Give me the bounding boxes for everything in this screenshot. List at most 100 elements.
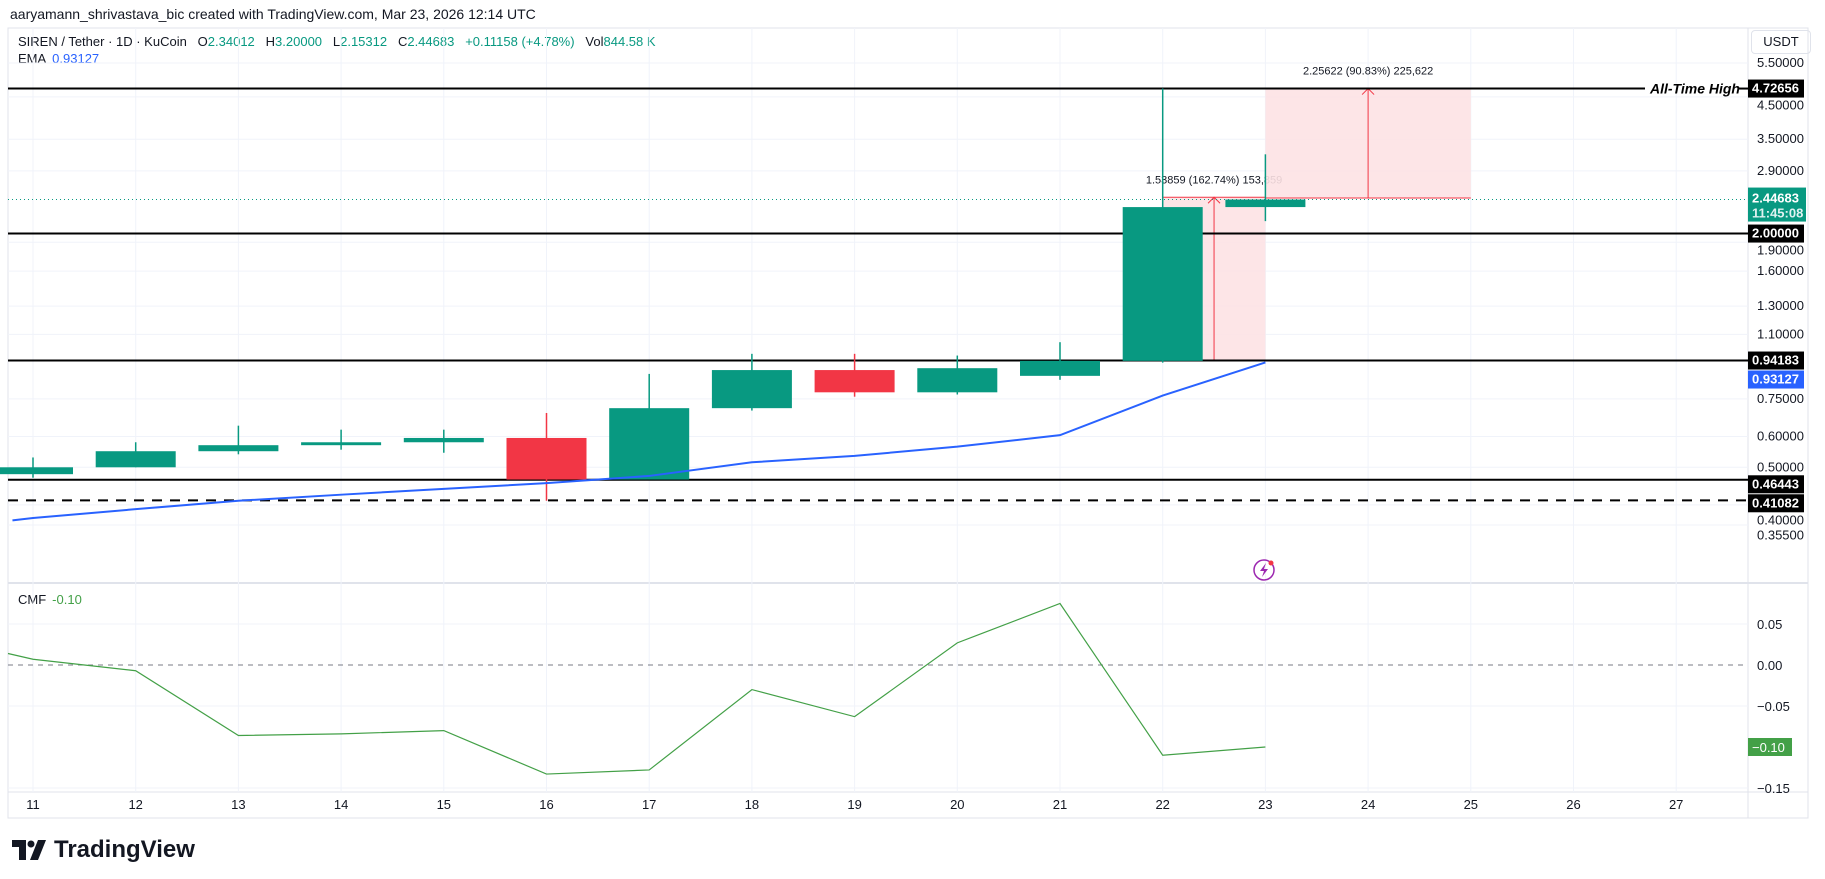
candle-body	[0, 467, 73, 475]
tradingview-logo[interactable]: TradingView	[12, 836, 195, 864]
candle-body	[609, 408, 690, 480]
x-tick-label: 16	[539, 797, 553, 812]
x-tick-label: 26	[1566, 797, 1580, 812]
y-tick-label: 1.30000	[1757, 298, 1804, 313]
attribution: aaryamann_shrivastava_bic created with T…	[10, 6, 536, 22]
y-tick-label: 0.60000	[1757, 429, 1804, 444]
y-tick-label: 1.60000	[1757, 263, 1804, 278]
ema-line	[12, 361, 1266, 522]
cmf-line	[7, 602, 1266, 775]
level-price-badge	[1748, 475, 1804, 494]
cmf-value-label: −0.10	[1752, 740, 1785, 755]
ema-price-label: 0.93127	[1752, 372, 1799, 387]
cmf-tick-label: 0.00	[1757, 658, 1782, 673]
cmf-value-badge	[1748, 738, 1792, 756]
candle-body	[506, 437, 587, 480]
x-tick-label: 27	[1669, 797, 1683, 812]
x-tick-label: 12	[128, 797, 142, 812]
level-price-label: 0.41082	[1752, 495, 1799, 510]
tradingview-logo-icon	[12, 840, 46, 860]
x-tick-label: 25	[1464, 797, 1478, 812]
open-value: 2.34012	[207, 34, 255, 49]
level-price-label: 4.72656	[1752, 81, 1799, 96]
last-price-badge	[1748, 187, 1806, 222]
change-value: +0.11158 (+4.78%)	[465, 34, 575, 49]
cmf-tick-label: −0.05	[1757, 699, 1790, 714]
y-tick-label: 1.10000	[1757, 326, 1804, 341]
candle-body	[917, 368, 998, 393]
x-tick-label: 24	[1361, 797, 1375, 812]
ema-value: 0.93127	[52, 51, 100, 66]
ema-price-badge	[1748, 370, 1804, 389]
cmf-legend[interactable]: CMF -0.10	[18, 592, 82, 607]
symbol-name[interactable]: SIREN / Tether · 1D · KuCoin	[18, 34, 187, 49]
chart-frame	[7, 27, 1809, 819]
symbol-legend: SIREN / Tether · 1D · KuCoin O2.34012 H3…	[18, 34, 656, 49]
measure-label: 1.53859 (162.74%) 153,859	[1146, 174, 1282, 186]
level-price-label: 2.00000	[1752, 226, 1799, 241]
candle-body	[1020, 360, 1100, 376]
x-tick-label: 23	[1258, 797, 1272, 812]
level-price-badge	[1748, 494, 1804, 513]
level-price-badge	[1748, 79, 1804, 98]
candle-body	[95, 451, 176, 468]
high-label: H	[265, 34, 276, 49]
close-label: C	[397, 34, 408, 49]
y-tick-label: 3.50000	[1757, 131, 1804, 146]
ema-label: EMA	[18, 51, 47, 66]
x-tick-label: 20	[950, 797, 964, 812]
currency-unit-button[interactable]: USDT	[1751, 30, 1811, 54]
open-label: O	[197, 34, 208, 49]
candle-body	[198, 445, 279, 452]
low-label: L	[332, 34, 341, 49]
x-tick-label: 17	[642, 797, 656, 812]
lightning-bolt-icon	[1260, 563, 1268, 577]
y-tick-label: 0.40000	[1757, 512, 1804, 527]
y-tick-label: 4.50000	[1757, 98, 1804, 113]
volume-value: 844.58 K	[603, 34, 656, 49]
candle-body	[814, 370, 895, 393]
x-tick-label: 19	[847, 797, 861, 812]
level-price-badge	[1748, 351, 1804, 370]
measure-label: 2.25622 (90.83%) 225,622	[1303, 66, 1433, 78]
x-tick-label: 14	[334, 797, 348, 812]
x-tick-label: 22	[1155, 797, 1169, 812]
cmf-value: -0.10	[52, 592, 82, 607]
cmf-label: CMF	[18, 592, 47, 607]
y-tick-label: 0.75000	[1757, 391, 1804, 406]
cmf-tick-label: 0.05	[1757, 617, 1782, 632]
bar-countdown-label: 11:45:08	[1752, 206, 1803, 221]
candle-body	[403, 437, 484, 443]
level-annotation: All-Time High	[1649, 81, 1740, 97]
level-price-badge	[1748, 224, 1804, 243]
y-tick-label: 2.90000	[1757, 163, 1804, 178]
x-tick-label: 15	[437, 797, 451, 812]
level-price-label: 0.94183	[1752, 353, 1799, 368]
volume-label: Vol	[585, 34, 604, 49]
candle-body	[711, 370, 792, 409]
measure-arrowhead	[1207, 196, 1221, 204]
lightning-event-icon	[1253, 559, 1275, 581]
low-value: 2.15312	[340, 34, 388, 49]
candle-body	[1122, 207, 1203, 361]
level-price-label: 0.46443	[1752, 476, 1799, 491]
x-tick-label: 18	[745, 797, 759, 812]
candle-body	[301, 442, 382, 446]
close-value: 2.44683	[407, 34, 455, 49]
y-tick-label: 1.90000	[1757, 243, 1804, 258]
branding-text: TradingView	[54, 836, 195, 863]
y-tick-label: 5.50000	[1757, 55, 1804, 70]
cmf-tick-label: −0.15	[1757, 781, 1790, 796]
last-price-label: 2.44683	[1752, 191, 1799, 206]
candle-body	[1225, 199, 1306, 208]
high-value: 3.20000	[275, 34, 323, 49]
event-dot-icon	[1268, 560, 1274, 566]
ema-legend[interactable]: EMA 0.93127	[18, 51, 99, 66]
y-tick-label: 0.35500	[1757, 527, 1804, 542]
x-tick-label: 21	[1053, 797, 1067, 812]
x-tick-label: 11	[26, 797, 40, 812]
x-tick-label: 13	[231, 797, 245, 812]
y-tick-label: 0.50000	[1757, 459, 1804, 474]
